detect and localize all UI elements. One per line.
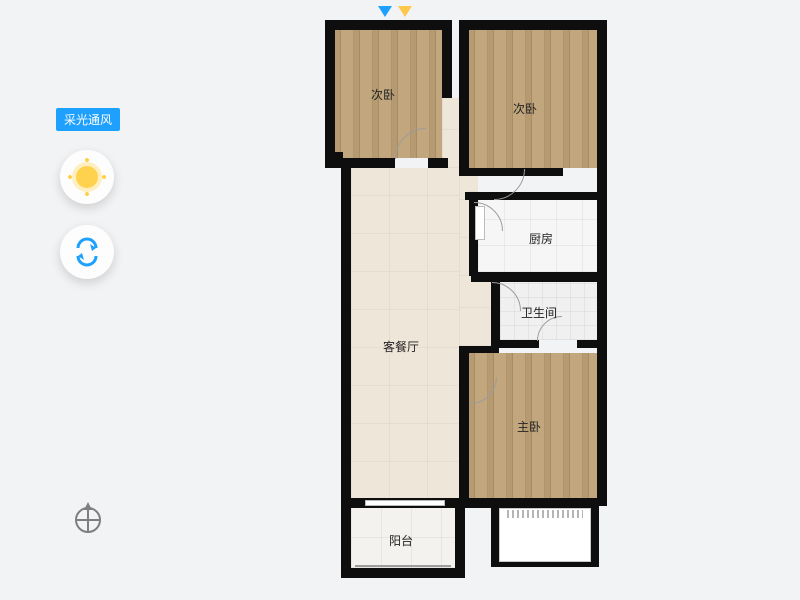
wall-seg <box>471 272 597 282</box>
wall-seg <box>341 506 351 570</box>
room-living-ext3 <box>459 276 491 346</box>
wall-seg <box>325 20 335 162</box>
wall-seg <box>459 20 607 30</box>
swap-icon <box>72 237 102 267</box>
compass-icon <box>70 500 106 536</box>
floor-plan: 次卧 次卧 厨房 卫生间 客餐厅 主卧 阳台 <box>325 20 610 578</box>
balcony-door-track <box>365 500 445 506</box>
wall-seg <box>341 158 351 516</box>
wall-seg <box>455 506 465 570</box>
room-living-dining <box>351 168 459 500</box>
sunlight-button[interactable] <box>60 150 114 204</box>
room-balcony <box>351 508 455 568</box>
room-master-bedroom <box>469 353 597 498</box>
lighting-vent-label: 采光通风 <box>56 108 120 131</box>
kitchen-niche <box>475 206 485 240</box>
wall-seg <box>325 152 343 168</box>
airflow-top <box>378 6 412 17</box>
wall-seg <box>459 346 469 506</box>
ventilation-button[interactable] <box>60 225 114 279</box>
wall-seg <box>428 158 448 168</box>
wall-seg <box>577 340 601 348</box>
wall-seg <box>341 568 465 578</box>
ac-grill <box>507 510 583 518</box>
wall-seg <box>597 20 607 506</box>
wall-seg <box>459 20 469 176</box>
wall-seg <box>442 20 452 98</box>
wall-seg <box>325 20 442 30</box>
wall-seg <box>591 506 599 564</box>
sun-icon <box>76 166 98 188</box>
room-living-ext4 <box>459 176 469 276</box>
wall-seg <box>459 346 499 353</box>
room-kitchen <box>478 200 597 272</box>
wall-seg <box>491 562 599 567</box>
wall-seg <box>491 506 499 564</box>
room-bedroom-secondary-b <box>469 30 597 168</box>
balcony-glass <box>355 565 451 567</box>
wall-seg <box>465 192 597 200</box>
ac-airflow <box>527 530 531 541</box>
